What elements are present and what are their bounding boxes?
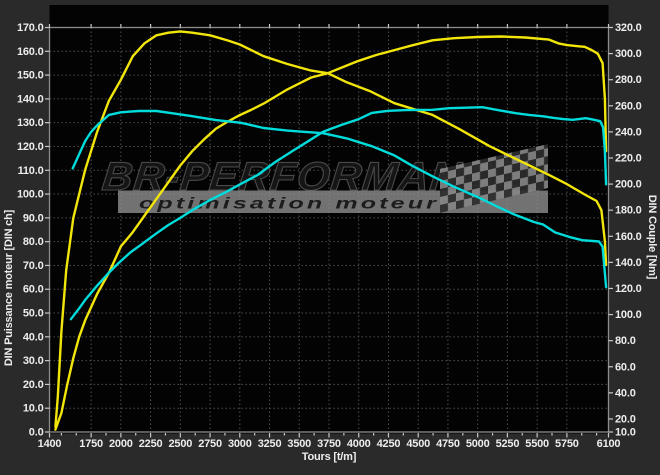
curves (54, 30, 608, 431)
left-tick-label: 140.0 (17, 93, 44, 105)
bottom-tick-label: 1750 (79, 438, 103, 450)
bottom-tick-label: 6100 (597, 438, 621, 450)
left-tick-label: 110.0 (18, 165, 44, 177)
right-tick-label: 200.0 (615, 179, 642, 191)
left-axis-title: DIN Puissance moteur [DIN ch] (3, 209, 15, 366)
right-tick-label: 140.0 (615, 257, 642, 269)
watermark: BR-PERFORMANCE optimisation moteur (100, 144, 548, 213)
left-tick-label: 10.0 (23, 403, 44, 415)
series-original-power (69, 106, 608, 321)
bottom-tick-label: 5250 (496, 438, 520, 450)
left-tick-label: 0.0 (29, 427, 44, 439)
bottom-tick-label: 4000 (347, 438, 371, 450)
left-tick-label: 120.0 (17, 141, 44, 153)
left-tick-label: 100.0 (17, 189, 44, 201)
right-tick-label: 220.0 (615, 152, 642, 164)
bottom-tick-label: 2250 (139, 438, 163, 450)
left-tick-label: 20.0 (23, 379, 44, 391)
right-tick-label: 280.0 (615, 74, 642, 86)
right-tick-label: 160.0 (615, 231, 642, 243)
bottom-tick-label: 2000 (109, 438, 133, 450)
right-tick-label: 80.0 (615, 335, 636, 347)
left-tick-label: 60.0 (23, 284, 44, 296)
series-tuned-power (54, 35, 608, 431)
bottom-tick-label: 4750 (436, 438, 460, 450)
left-tick-label: 150.0 (17, 70, 44, 82)
watermark-tagline-text: optimisation moteur (139, 196, 439, 213)
left-tick-label: 160.0 (17, 46, 44, 58)
right-axis-title: DIN Couple [Nm] (646, 195, 658, 280)
bottom-tick-label: 2750 (198, 438, 222, 450)
bottom-tick-label: 3750 (317, 438, 341, 450)
right-tick-label: 320.0 (615, 22, 642, 34)
right-tick-label: 240.0 (615, 126, 642, 138)
axis-tick-labels: 0.0 10.0 20.0 30.0 40.0 50.0 60.0 70.0 80.0 90.0 1… (17, 22, 642, 450)
right-tick-label: 300.0 (615, 48, 642, 60)
left-tick-label: 170.0 (17, 22, 44, 34)
bottom-tick-label: 2500 (168, 438, 192, 450)
right-tick-label: 20.0 (615, 413, 636, 425)
bottom-tick-label: 3250 (258, 438, 282, 450)
bottom-tick-label: 4500 (406, 438, 430, 450)
series-tuned-torque (54, 30, 608, 428)
bottom-tick-label: 5750 (555, 438, 579, 450)
bottom-tick-label: 3000 (228, 438, 252, 450)
bottom-tick-label: 5000 (466, 438, 490, 450)
left-tick-label: 80.0 (23, 236, 44, 248)
left-tick-label: 30.0 (23, 355, 44, 367)
gridlines (49, 27, 609, 432)
right-tick-label: 60.0 (615, 361, 636, 373)
right-tick-label: 120.0 (615, 283, 642, 295)
right-tick-label: 10.0 (615, 427, 636, 439)
right-tick-label: 180.0 (615, 205, 642, 217)
right-tick-label: 260.0 (615, 100, 642, 112)
left-tick-label: 130.0 (17, 117, 44, 129)
left-tick-label: 50.0 (23, 308, 44, 320)
right-tick-label: 100.0 (615, 309, 642, 321)
bottom-tick-label: 3500 (287, 438, 311, 450)
left-tick-label: 40.0 (23, 331, 44, 343)
left-tick-label: 70.0 (23, 260, 44, 272)
x-axis-title: Tours [t/m] (302, 451, 357, 463)
right-tick-label: 40.0 (615, 387, 636, 399)
bottom-tick-label: 5500 (525, 438, 549, 450)
axis-ticks (45, 24, 613, 438)
bottom-tick-label: 1400 (38, 438, 62, 450)
left-tick-label: 90.0 (23, 212, 44, 224)
series-original-torque (71, 109, 608, 289)
bottom-tick-label: 4250 (377, 438, 401, 450)
